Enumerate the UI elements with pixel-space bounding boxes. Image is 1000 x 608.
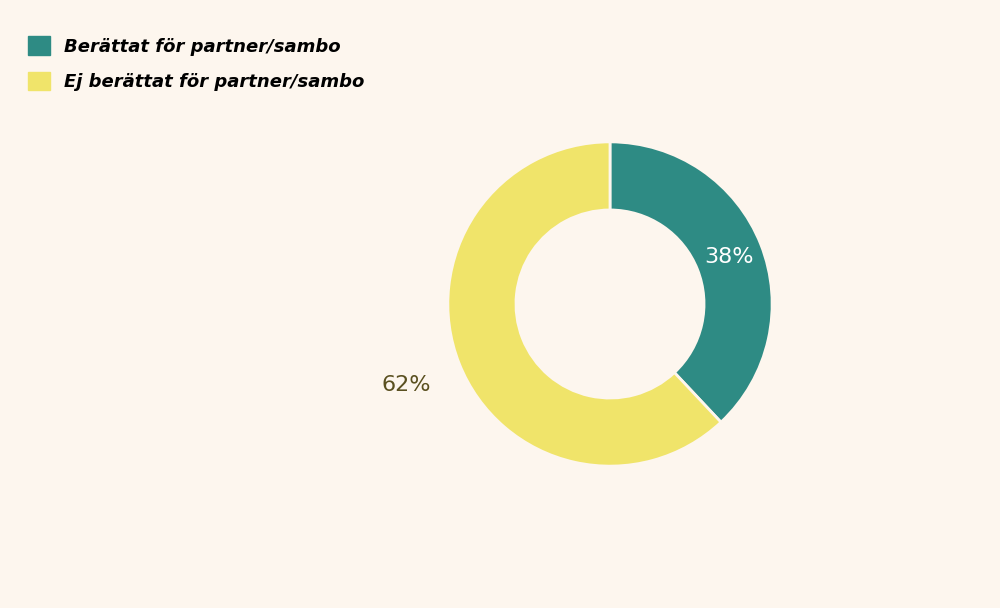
Wedge shape: [448, 142, 721, 466]
Wedge shape: [610, 142, 772, 422]
Text: 62%: 62%: [382, 375, 431, 395]
Legend: Berättat för partner/sambo, Ej berättat för partner/sambo: Berättat för partner/sambo, Ej berättat …: [19, 27, 374, 100]
Text: 38%: 38%: [704, 247, 754, 267]
